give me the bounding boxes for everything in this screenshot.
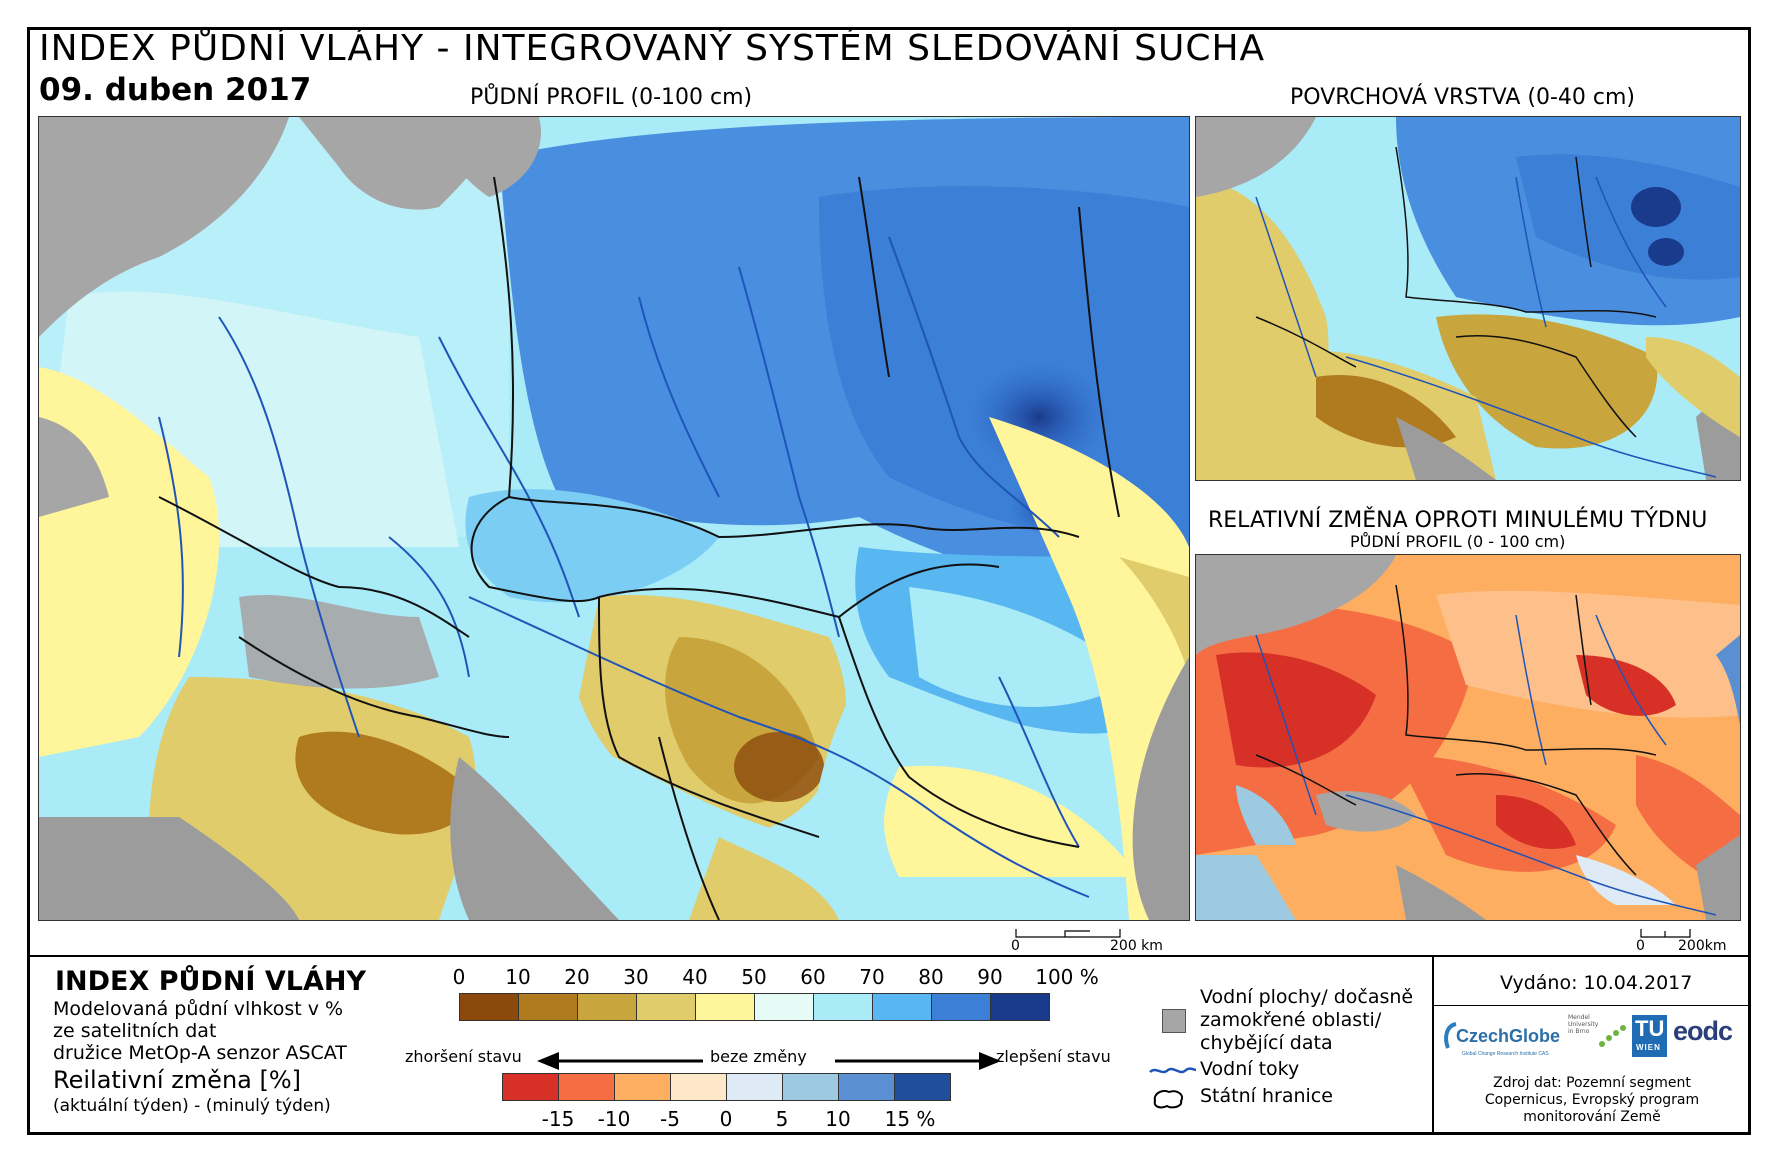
change-tick-5: 10 <box>825 1107 851 1131</box>
index-swatch-7 <box>872 993 932 1021</box>
side-scale-zero: 0 <box>1636 938 1645 954</box>
water-swatch <box>1162 1009 1186 1033</box>
river-symbol-icon <box>1148 1063 1198 1082</box>
data-source: Zdroj dat: Pozemní segment Copernicus, E… <box>1484 1075 1700 1125</box>
change-map-label: RELATIVNÍ ZMĚNA OPROTI MINULÉMU TÝDNU <box>1208 508 1708 533</box>
index-tick-6: 60 <box>800 965 826 989</box>
rivers-label: Vodní toky <box>1200 1058 1300 1080</box>
change-swatch-0 <box>502 1073 559 1101</box>
no-change-label: beze změny <box>710 1047 807 1066</box>
index-swatch-6 <box>813 993 873 1021</box>
change-tick-3: 0 <box>719 1107 733 1131</box>
index-tick-2: 20 <box>564 965 590 989</box>
worse-label: zhoršení stavu <box>405 1047 522 1066</box>
legend-desc-1: Modelovaná půdní vlhkost v % <box>53 998 344 1020</box>
index-tick-5: 50 <box>741 965 767 989</box>
index-swatch-1 <box>518 993 578 1021</box>
mendel-mark-icon <box>1598 1024 1628 1052</box>
issued-date: Vydáno: 10.04.2017 <box>1500 972 1693 994</box>
eodc-logo: eodc <box>1673 1016 1733 1046</box>
index-tick-10: 100 % <box>1035 965 1099 989</box>
issued-rule <box>1432 1005 1751 1006</box>
page-title: INDEX PŮDNÍ VLÁHY - INTEGROVANÝ SYSTÉM S… <box>39 28 1266 69</box>
water-label: Vodní plochy/ dočasně zamokřené oblasti/… <box>1200 986 1414 1054</box>
main-scale-zero: 0 <box>1011 938 1020 954</box>
index-swatch-4 <box>695 993 755 1021</box>
worse-arrow-icon <box>535 1049 705 1077</box>
change-tick-4: 5 <box>775 1107 789 1131</box>
index-swatch-0 <box>459 993 519 1021</box>
legend-heading: INDEX PŮDNÍ VLÁHY <box>55 966 367 997</box>
index-tick-7: 70 <box>859 965 885 989</box>
side-scale-bar <box>1640 926 1700 945</box>
main-scale-distance: 200 km <box>1110 938 1163 954</box>
side-scale-distance: 200km <box>1678 938 1727 954</box>
index-tick-9: 90 <box>977 965 1003 989</box>
legend-desc-2: ze satelitních dat <box>53 1020 217 1042</box>
czechglobe-wordmark: CzechGlobe <box>1456 1026 1561 1046</box>
main-scale-bar <box>1015 926 1135 945</box>
change-swatch-2 <box>614 1073 671 1101</box>
change-desc: (aktuální týden) - (minulý týden) <box>53 1096 331 1116</box>
change-tick-6: 15 % <box>884 1107 936 1131</box>
borders-label: Státní hranice <box>1200 1085 1333 1107</box>
tu-subline: WIEN <box>1636 1043 1661 1052</box>
legend-vertical-rule <box>1432 955 1434 1135</box>
index-tick-3: 30 <box>623 965 649 989</box>
tu-wien-logo: TU WIEN <box>1632 1015 1667 1057</box>
index-tick-8: 80 <box>918 965 944 989</box>
mendel-logo: Mendel University in Brno <box>1568 1014 1599 1035</box>
index-tick-1: 10 <box>505 965 531 989</box>
legend-desc-3: družice MetOp-A senzor ASCAT <box>53 1042 347 1064</box>
change-swatch-4 <box>726 1073 783 1101</box>
relative-change-map[interactable] <box>1195 554 1741 921</box>
report-date: 09. duben 2017 <box>39 72 312 108</box>
index-swatch-9 <box>990 993 1050 1021</box>
surface-map-label: POVRCHOVÁ VRSTVA (0-40 cm) <box>1290 85 1635 110</box>
tu-wordmark: TU <box>1635 1016 1665 1041</box>
index-swatch-3 <box>636 993 696 1021</box>
index-tick-4: 40 <box>682 965 708 989</box>
main-soil-moisture-map[interactable] <box>38 116 1190 921</box>
change-swatch-3 <box>670 1073 727 1101</box>
border-symbol-icon <box>1151 1087 1187 1115</box>
change-swatch-7 <box>894 1073 951 1101</box>
index-swatch-5 <box>754 993 814 1021</box>
change-swatch-6 <box>838 1073 895 1101</box>
index-swatch-2 <box>577 993 637 1021</box>
better-arrow-icon <box>833 1049 1003 1077</box>
legend-top-rule <box>27 955 1751 957</box>
main-map-label: PŮDNÍ PROFIL (0-100 cm) <box>470 85 753 110</box>
change-swatch-1 <box>558 1073 615 1101</box>
czechglobe-subline: Global Change Research Institute CAS <box>1462 1051 1549 1057</box>
change-swatch-5 <box>782 1073 839 1101</box>
better-label: zlepšení stavu <box>996 1047 1111 1066</box>
change-map-sublabel: PŮDNÍ PROFIL (0 - 100 cm) <box>1350 532 1566 551</box>
change-tick-2: -5 <box>660 1107 680 1131</box>
index-tick-0: 0 <box>452 965 466 989</box>
index-swatch-8 <box>931 993 991 1021</box>
change-tick-0: -15 <box>541 1107 575 1131</box>
surface-layer-map[interactable] <box>1195 116 1741 481</box>
change-heading: Reilativní změna [%] <box>53 1066 302 1094</box>
change-tick-1: -10 <box>597 1107 631 1131</box>
